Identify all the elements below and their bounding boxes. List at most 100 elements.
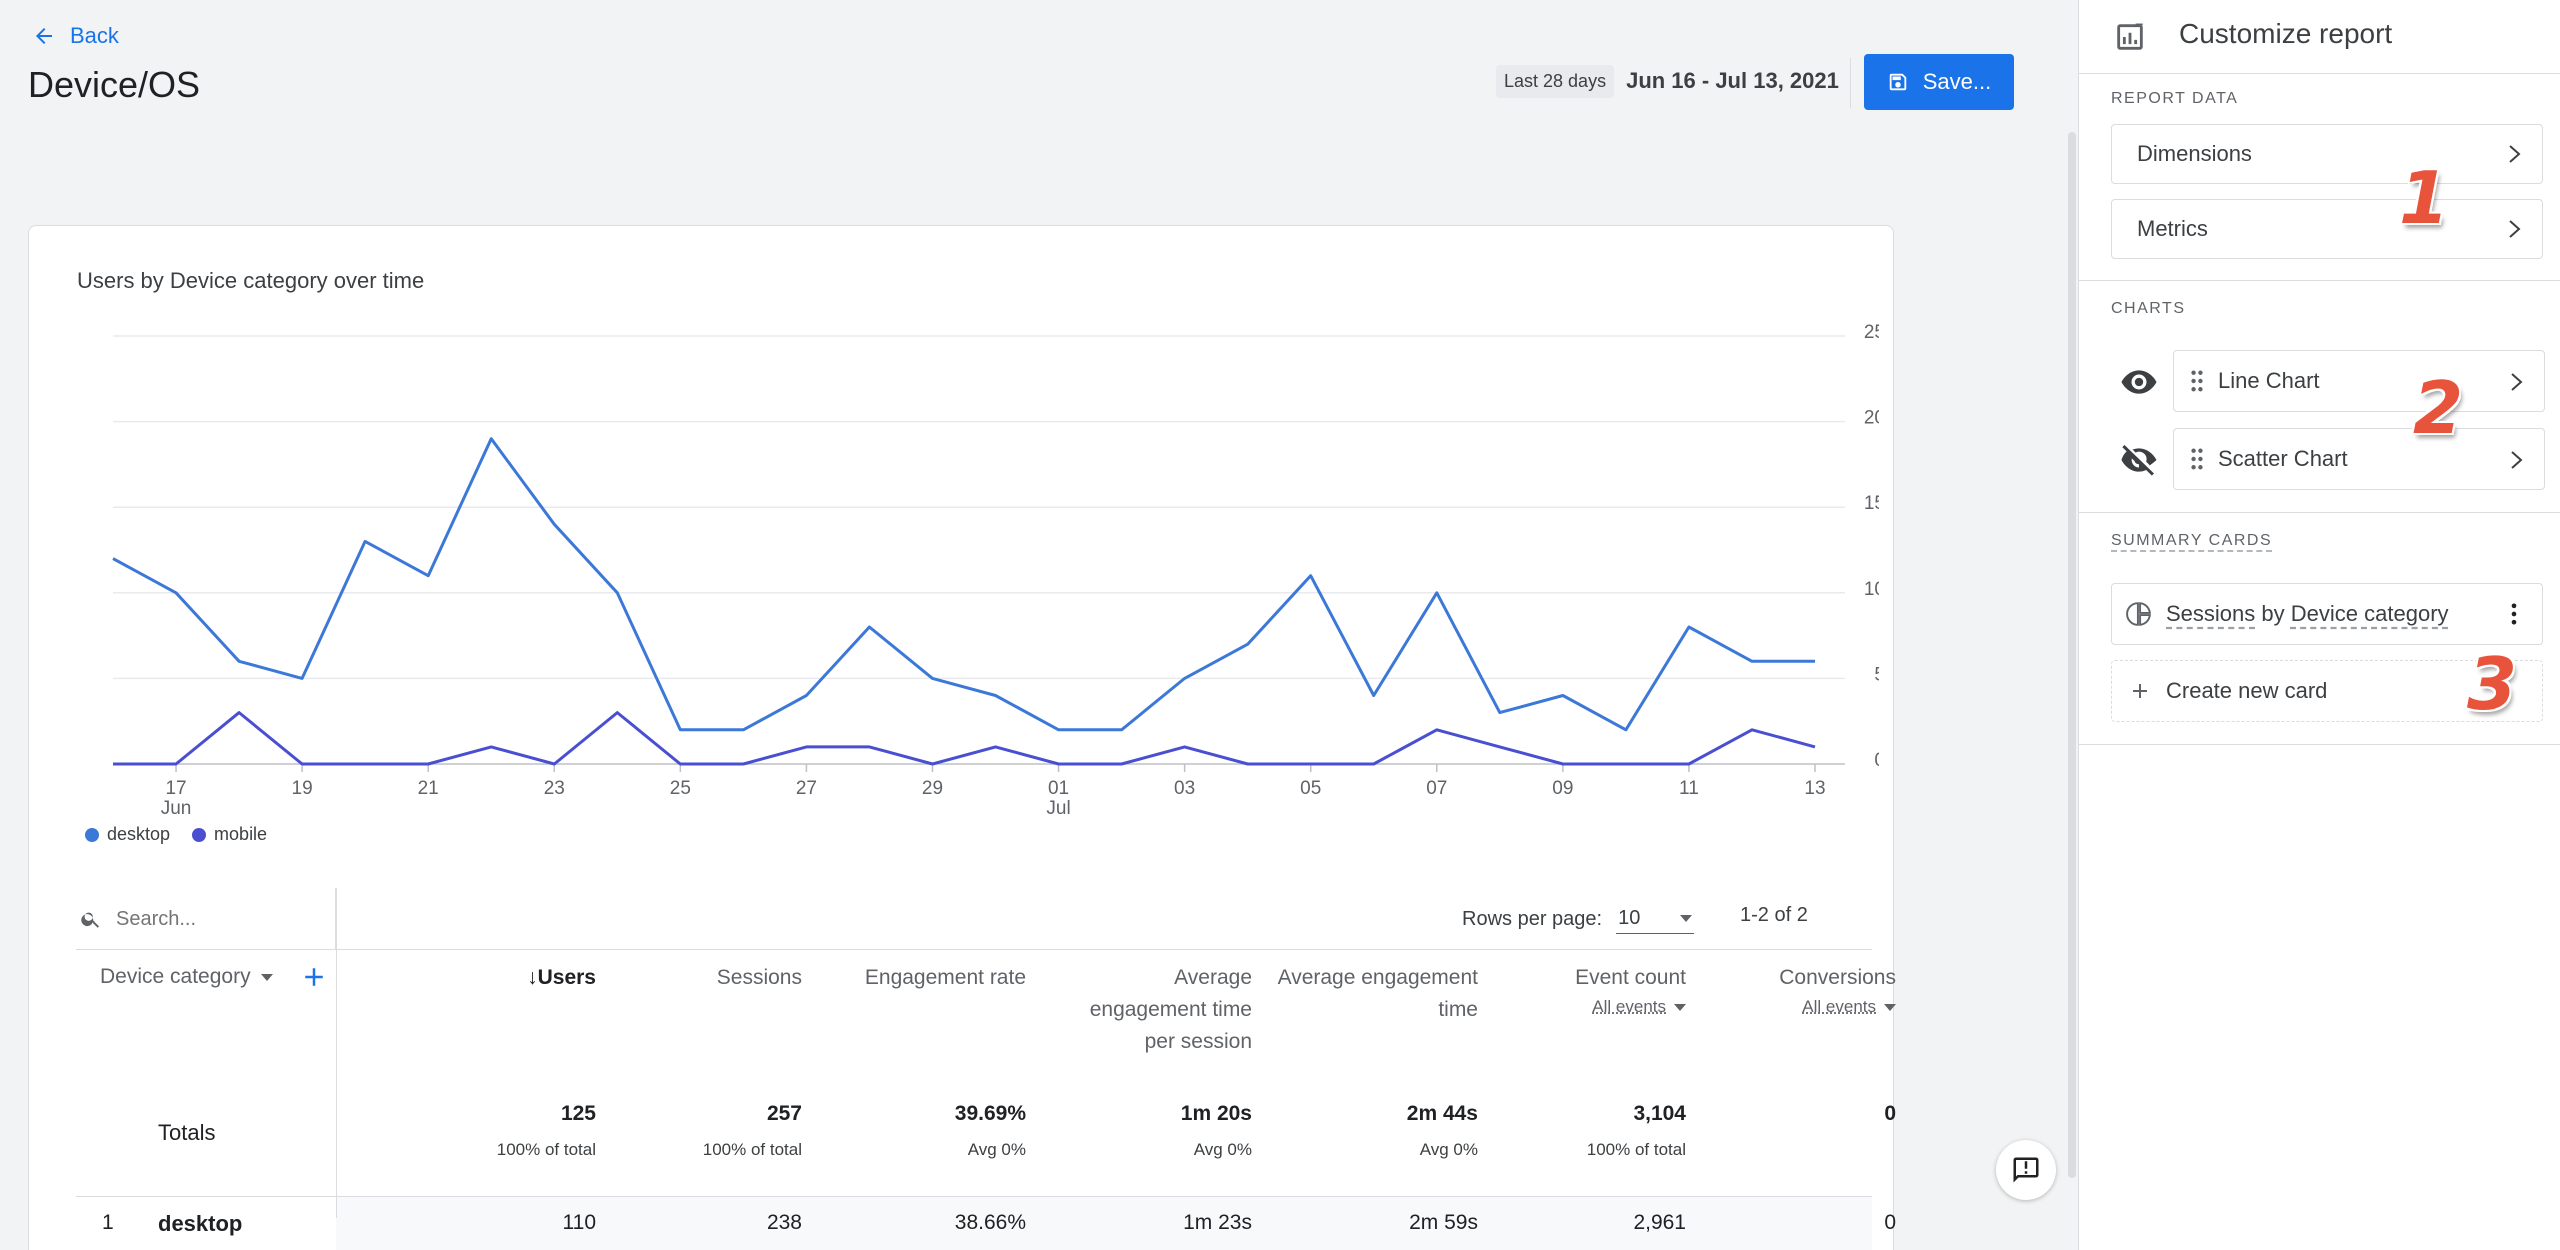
x-tick-label: 27 [796, 778, 817, 799]
scatter-chart-item[interactable]: Scatter Chart [2173, 428, 2545, 490]
col-header-event-count[interactable]: Event count All events [1506, 962, 1686, 1018]
pagination-range: 1-2 of 2 [1740, 904, 1808, 926]
x-tick-label: 09 [1552, 778, 1573, 799]
rows-per-page-select[interactable]: 10 [1616, 904, 1695, 934]
add-dimension-icon[interactable] [299, 962, 329, 992]
chart-title: Users by Device category over time [77, 268, 425, 293]
dimension-column-divider [336, 888, 337, 1218]
y-tick-label: 0 [1874, 750, 1879, 771]
total-event-count-value: 3,104 [1633, 1102, 1686, 1125]
date-range-picker[interactable]: Last 28 days Jun 16 - Jul 13, 2021 [1496, 64, 1839, 98]
charts-section-label: CHARTS [2111, 300, 2186, 317]
conversions-filter-label: All events [1802, 997, 1876, 1016]
feedback-button[interactable] [1996, 1140, 2056, 1200]
save-button[interactable]: Save... [1864, 54, 2014, 110]
x-tick-label: 07 [1426, 778, 1447, 799]
scatter-chart-label: Scatter Chart [2218, 446, 2348, 471]
visibility-icon[interactable] [2119, 362, 2159, 402]
total-avg-engagement-time: 2m 44s Avg 0% [1276, 1102, 1478, 1160]
chevron-right-icon [2511, 373, 2523, 391]
cell-engagement-rate: 38.66% [954, 1211, 1026, 1234]
search-box[interactable] [76, 888, 336, 950]
legend-dot-desktop [85, 827, 99, 842]
col-header-conversions-label: Conversions [1779, 966, 1896, 989]
x-tick-label: 11 [1679, 778, 1699, 799]
event-count-filter[interactable]: All events [1506, 996, 1686, 1018]
legend-item-desktop[interactable]: desktop [85, 824, 170, 845]
total-engagement-rate-avg: Avg 0% [967, 1140, 1026, 1159]
sort-down-icon: ↓ [527, 966, 538, 989]
col-header-avg-engagement-time[interactable]: Average engagement time [1277, 966, 1478, 1021]
legend-dot-mobile [192, 827, 207, 842]
col-header-users[interactable]: ↓Users [456, 962, 596, 994]
summary-cards-section-label: SUMMARY CARDS [2111, 532, 2273, 549]
metrics-button[interactable]: Metrics [2111, 199, 2543, 259]
page-title: Device/OS [28, 64, 201, 105]
x-tick-label: 19 [292, 778, 313, 799]
total-engagement-rate: 39.69% Avg 0% [816, 1102, 1026, 1160]
row-dimension-value: desktop [158, 1211, 243, 1236]
table-row[interactable]: 1 desktop 110 238 38.66% 1m 23s 2m 59s 2… [76, 1196, 1896, 1250]
annotation-badge-3: 3 [2467, 642, 2518, 726]
x-tick-label: 17 [165, 778, 186, 799]
summary-card-dimension: Device category [2290, 601, 2449, 626]
rows-per-page-label: Rows per page: [1462, 907, 1603, 930]
total-avg-engagement-time-value: 2m 44s [1406, 1102, 1478, 1125]
legend-item-mobile[interactable]: mobile [192, 824, 267, 845]
arrow-back-icon [36, 28, 52, 44]
panel-title: Customize report [2179, 18, 2393, 49]
conversions-filter[interactable]: All events [1696, 996, 1896, 1018]
back-link[interactable]: Back [32, 20, 119, 52]
col-header-sessions[interactable]: Sessions [716, 966, 802, 989]
total-users-share: 100% of total [496, 1140, 596, 1159]
customize-report-panel: Customize report REPORT DATA Dimensions … [2078, 0, 2560, 1250]
total-sessions-value: 257 [766, 1102, 802, 1125]
summary-card-metric: Sessions [2166, 601, 2256, 626]
rows-per-page-value: 10 [1618, 907, 1641, 929]
dimensions-button[interactable]: Dimensions [2111, 124, 2543, 184]
create-new-card-button[interactable]: Create new card [2111, 660, 2543, 722]
total-event-count: 3,104 100% of total [1506, 1102, 1686, 1160]
total-sessions-share: 100% of total [702, 1140, 802, 1159]
dimensions-label: Dimensions [2137, 141, 2252, 166]
cell-avg-engagement-per-session: 1m 23s [1183, 1211, 1252, 1234]
rows-per-page: Rows per page: 10 [1462, 904, 1695, 934]
search-input[interactable] [116, 907, 316, 931]
section-divider [2079, 512, 2560, 513]
table-toolbar: Rows per page: 10 1-2 of 2 [76, 888, 1872, 950]
dimension-header[interactable]: Device category [100, 962, 329, 992]
chevron-right-icon [2509, 220, 2521, 238]
total-avg-engagement-per-session: 1m 20s Avg 0% [1056, 1102, 1252, 1160]
chevron-down-icon [1680, 915, 1693, 922]
col-header-avg-engagement-per-session[interactable]: Average engagement time per session [1089, 966, 1252, 1053]
report-data-section-label: REPORT DATA [2111, 90, 2239, 107]
create-new-card-label: Create new card [2166, 678, 2328, 703]
chevron-down-icon [1674, 1004, 1686, 1012]
chevron-right-icon [2509, 145, 2521, 163]
visibility-off-icon[interactable] [2119, 440, 2159, 480]
line-chart-item[interactable]: Line Chart [2173, 350, 2545, 412]
col-header-engagement-rate[interactable]: Engagement rate [864, 966, 1026, 989]
summary-card-by: by [2261, 601, 2285, 626]
save-icon [1889, 73, 1906, 91]
cell-users: 110 [562, 1211, 596, 1234]
summary-card-item[interactable]: Sessions by Device category [2111, 583, 2543, 645]
more-vert-icon[interactable] [2500, 600, 2528, 628]
total-sessions: 257 100% of total [636, 1102, 802, 1160]
col-header-conversions[interactable]: Conversions All events [1696, 962, 1896, 1018]
total-users: 125 100% of total [456, 1102, 596, 1160]
y-tick-label: 5 [1874, 664, 1879, 685]
drag-handle-icon[interactable] [2190, 448, 2204, 470]
search-icon [81, 912, 100, 928]
legend-label-desktop: desktop [107, 824, 171, 844]
pie-chart-icon [2126, 602, 2151, 626]
section-divider [2079, 744, 2560, 745]
report-main-area: Back Device/OS Last 28 days Jun 16 - Jul… [28, 20, 2056, 1250]
x-tick-label: 13 [1804, 778, 1825, 799]
x-tick-month-label: Jul [1046, 798, 1070, 816]
date-preset-chip: Last 28 days [1496, 64, 1615, 98]
x-tick-label: 29 [922, 778, 943, 799]
scrollbar-thumb[interactable] [2068, 132, 2076, 1178]
cell-event-count: 2,961 [1633, 1211, 1686, 1234]
drag-handle-icon[interactable] [2190, 370, 2204, 392]
